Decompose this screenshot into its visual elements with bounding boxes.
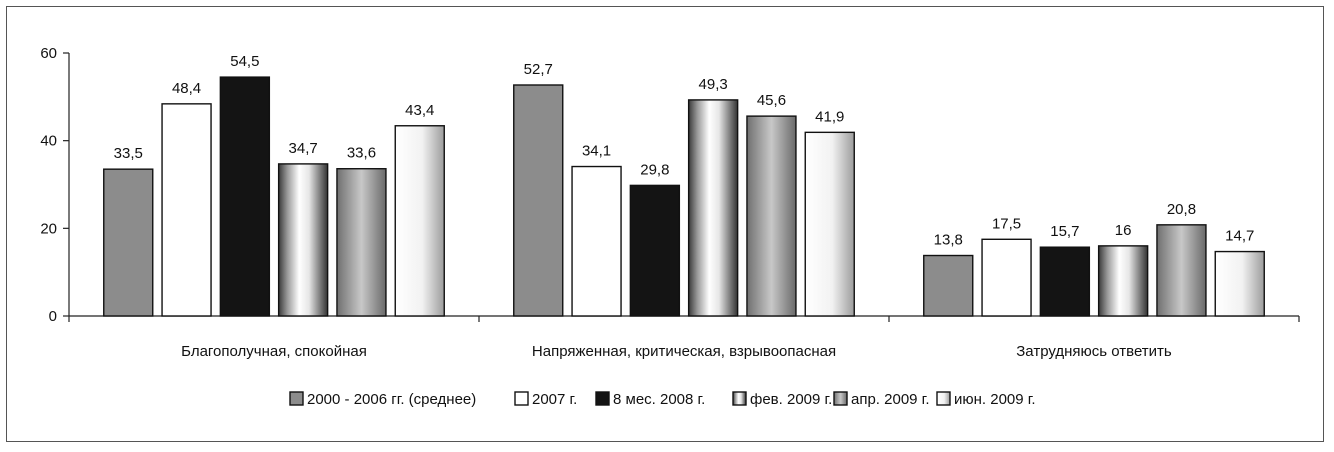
legend: 2000 - 2006 гг. (среднее) 2007 г. 8 мес. 2… <box>289 391 1036 408</box>
legend-label: 2007 г. <box>532 391 577 408</box>
legend-swatch <box>289 391 304 406</box>
legend-swatch <box>514 391 529 406</box>
bar <box>804 131 855 317</box>
bar <box>336 168 387 317</box>
legend-label: 8 мес. 2008 г. <box>613 391 705 408</box>
data-label: 49,3 <box>699 76 728 93</box>
bar <box>923 254 974 317</box>
bar-chart: 0 20 40 60 33,5 48,4 54,5 34,7 33,6 43,4 Благополу… <box>40 45 1300 408</box>
legend-swatch <box>936 391 951 406</box>
legend-label: 2000 - 2006 гг. (среднее) <box>307 391 476 408</box>
data-label: 20,8 <box>1167 201 1196 218</box>
category-label: Затрудняюсь ответить <box>1016 343 1172 360</box>
data-label: 54,5 <box>230 53 259 70</box>
data-label: 33,6 <box>347 145 376 162</box>
bar <box>277 163 329 317</box>
y-tick-label: 40 <box>40 133 57 150</box>
category-label: Благополучная, спокойная <box>181 343 367 360</box>
bar <box>513 84 564 317</box>
category-label: Напряженная, критическая, взрывоопасная <box>532 343 836 360</box>
data-label: 45,6 <box>757 92 786 109</box>
legend-swatch <box>833 391 848 406</box>
bar <box>1156 224 1207 317</box>
chart-frame: 0 20 40 60 33,5 48,4 54,5 34,7 33,6 43,4 Благополу… <box>6 6 1324 442</box>
bar <box>687 99 739 317</box>
bar <box>1214 250 1265 317</box>
data-label: 33,5 <box>114 145 143 162</box>
legend-swatch <box>595 391 610 406</box>
legend-swatch <box>732 391 747 406</box>
data-label: 34,1 <box>582 143 611 160</box>
data-label: 17,5 <box>992 215 1021 232</box>
plot-area: 0 20 40 60 33,5 48,4 54,5 34,7 33,6 43,4 Благополу… <box>40 45 1300 360</box>
data-label: 52,7 <box>524 61 553 78</box>
legend-label: апр. 2009 г. <box>851 391 930 408</box>
data-label: 16 <box>1115 222 1132 239</box>
y-tick-label: 0 <box>49 308 57 325</box>
y-tick-label: 60 <box>40 45 57 62</box>
bar <box>571 165 622 317</box>
bar <box>394 125 445 317</box>
bar <box>981 238 1032 317</box>
data-label: 29,8 <box>640 161 669 178</box>
data-label: 14,7 <box>1225 228 1254 245</box>
data-label: 48,4 <box>172 80 201 97</box>
bar <box>629 184 681 317</box>
data-label: 15,7 <box>1050 223 1079 240</box>
data-label: 41,9 <box>815 108 844 125</box>
bar <box>746 115 797 317</box>
bar <box>1039 246 1091 317</box>
legend-label: июн. 2009 г. <box>954 391 1036 408</box>
bar <box>1097 245 1149 317</box>
bar <box>161 103 212 317</box>
data-label: 34,7 <box>289 140 318 157</box>
bar <box>219 76 271 317</box>
data-label: 43,4 <box>405 102 434 119</box>
bar <box>103 168 154 317</box>
legend-label: фев. 2009 г. <box>750 391 832 408</box>
y-tick-label: 20 <box>40 220 57 237</box>
data-label: 13,8 <box>934 232 963 249</box>
